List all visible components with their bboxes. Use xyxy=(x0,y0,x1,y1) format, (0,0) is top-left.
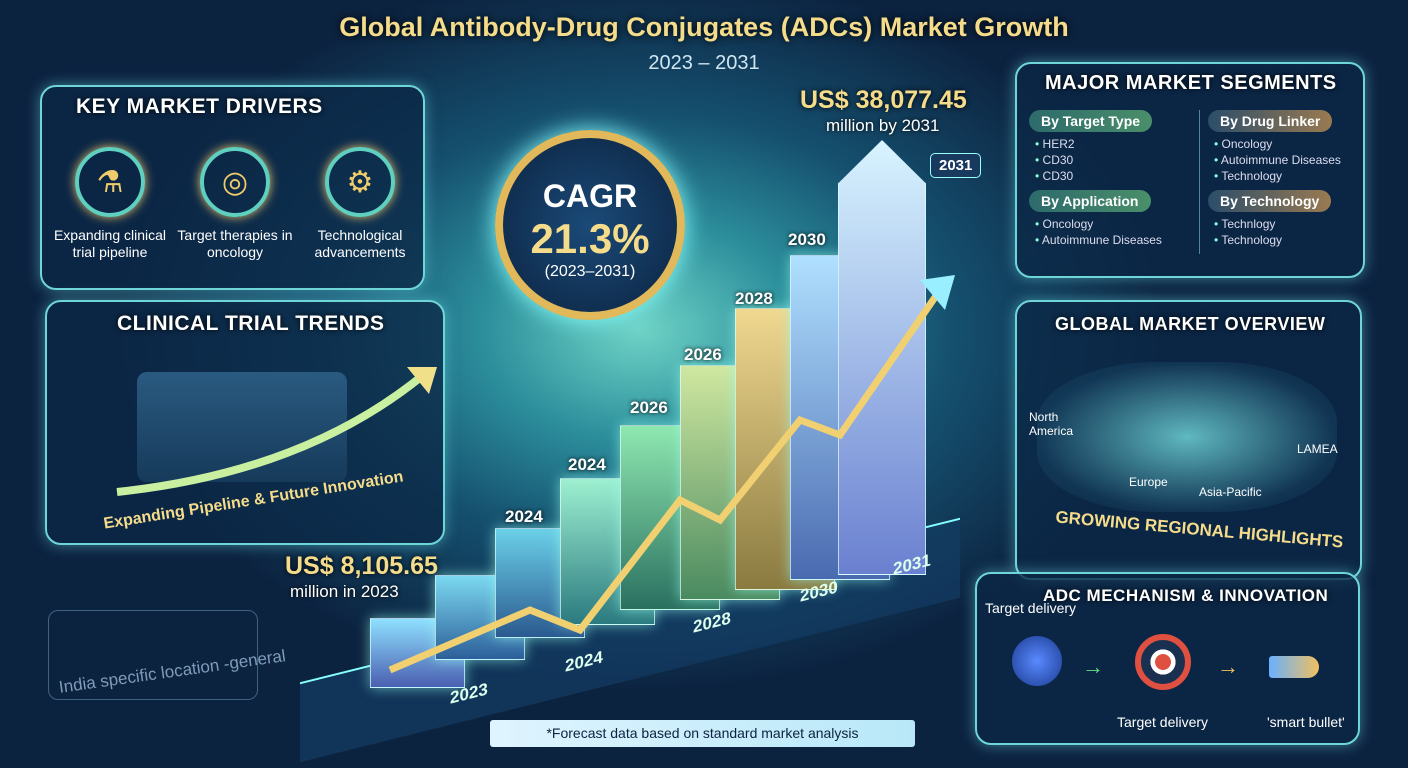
bar-top-label: 2024 xyxy=(505,507,543,526)
key-drivers-title: Key Market Drivers xyxy=(76,95,323,118)
region-label: LAMEA xyxy=(1297,442,1338,456)
mechanism-title: ADC Mechanism & Innovation xyxy=(1043,586,1329,605)
mechanism-label-top: Target delivery xyxy=(985,600,1077,616)
bar-top-label: 2030 xyxy=(788,230,826,249)
cagr-period: (2023–2031) xyxy=(544,263,636,280)
year-tag-2031: 2031 xyxy=(930,153,982,178)
growth-arrow-icon xyxy=(116,367,437,496)
overview-caption: Growing Regional Highlights xyxy=(1054,507,1345,552)
arrow-icon: → xyxy=(1082,654,1104,679)
researchers-illustration xyxy=(137,372,347,482)
start-value-unit: million in 2023 xyxy=(290,582,399,601)
clinical-trends-title: Clinical Trial Trends xyxy=(117,312,385,335)
market-overview-panel: Global Market Overview North America Eur… xyxy=(1015,300,1362,580)
page-title: Global Antibody-Drug Conjugates (ADCs) M… xyxy=(339,12,1069,42)
footnote: *Forecast data based on standard market … xyxy=(490,720,915,747)
key-drivers-panel: Key Market Drivers ⚗ Expanding clinical t… xyxy=(40,85,425,290)
page-subtitle: 2023 – 2031 xyxy=(648,52,760,74)
world-map xyxy=(1037,362,1337,512)
adc-mechanism-panel: ADC Mechanism & Innovation Target delive… xyxy=(975,572,1360,745)
segment-group-name: By Technology xyxy=(1208,190,1332,212)
market-segments-panel: Major Market Segments By Target Type HER… xyxy=(1015,62,1365,278)
segment-group-name: By Target Type xyxy=(1029,110,1153,132)
mechanism-label-bullet: 'smart bullet' xyxy=(1267,714,1345,730)
cagr-label: CAGR xyxy=(542,178,638,214)
antibody-molecule-icon xyxy=(1012,636,1062,686)
gear-icon: ⚙ xyxy=(325,147,395,217)
region-label: North America xyxy=(1029,410,1074,438)
target-icon xyxy=(1135,634,1191,690)
bar-2031 xyxy=(838,140,926,575)
clinical-trends-panel: Clinical Trial Trends Expanding Pipeline… xyxy=(45,300,445,545)
end-value-unit: million by 2031 xyxy=(826,116,940,135)
segment-group-name: By Drug Linker xyxy=(1208,110,1333,132)
mechanism-label-bottom: Target delivery xyxy=(1117,714,1209,730)
cagr-value: 21.3% xyxy=(530,215,650,262)
bar-top-label: 2026 xyxy=(630,398,668,417)
region-label: Asia-Pacific xyxy=(1199,485,1262,499)
bar-top-label: 2024 xyxy=(568,455,606,474)
end-value-amount: US$ 38,077.45 xyxy=(800,86,967,114)
arrow-icon: → xyxy=(1217,654,1239,679)
segments-title: Major Market Segments xyxy=(1045,72,1337,94)
bullet-icon xyxy=(1269,656,1319,678)
driver-item: ⚙ Technological advancements xyxy=(300,147,420,261)
flask-icon: ⚗ xyxy=(75,147,145,217)
driver-item: ⚗ Expanding clinical trial pipeline xyxy=(50,147,170,261)
driver-item: ◎ Target therapies in oncology xyxy=(175,147,295,261)
start-value-amount: US$ 8,105.65 xyxy=(285,552,438,580)
segment-group-name: By Application xyxy=(1029,190,1151,212)
bar-top-label: 2026 xyxy=(684,345,722,364)
overview-title: Global Market Overview xyxy=(1055,314,1326,334)
trend-arrow-icon xyxy=(388,275,955,674)
region-label: Europe xyxy=(1129,475,1168,489)
cagr-badge: CAGR 21.3% (2023–2031) xyxy=(495,130,685,320)
target-icon: ◎ xyxy=(200,147,270,217)
bar-top-label: 2028 xyxy=(735,289,773,308)
india-panel xyxy=(48,610,258,700)
